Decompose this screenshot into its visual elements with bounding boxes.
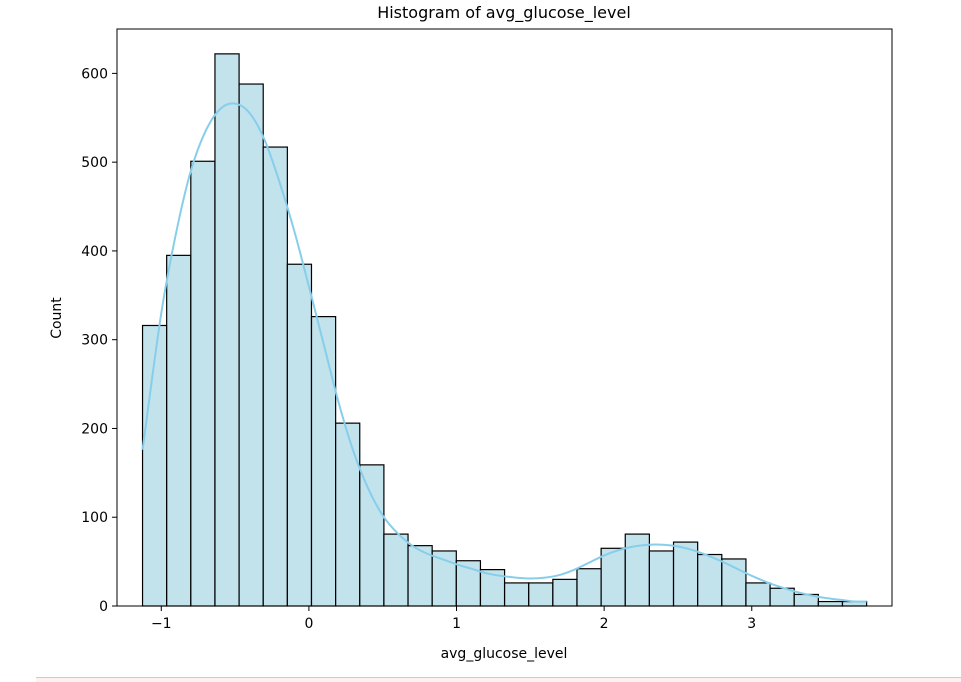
y-axis-ticks: 0 100 200 300 400 500 600 [81, 66, 117, 615]
histogram-bar [383, 533, 409, 607]
histogram-bar [745, 582, 771, 607]
x-tick-label: 1 [452, 616, 461, 632]
plot-frame [116, 28, 893, 607]
y-tick-label: 100 [81, 510, 108, 526]
histogram-bar [817, 600, 844, 607]
histogram-bar [576, 568, 602, 607]
y-tick-label: 600 [81, 66, 108, 82]
kde-curve [141, 102, 867, 603]
histogram-bar [286, 263, 313, 607]
y-tick-label: 500 [81, 155, 108, 171]
chart-title: Histogram of avg_glucose_level [377, 3, 631, 23]
x-axis-ticks: −1 0 1 2 3 [151, 606, 756, 632]
histogram-bar [141, 324, 168, 607]
histogram-bar [721, 558, 747, 607]
x-tick-label: 0 [304, 616, 313, 632]
histogram-bar [310, 316, 337, 607]
x-tick-label: −1 [151, 616, 172, 632]
y-tick-label: 300 [81, 333, 108, 349]
y-tick-label: 0 [99, 599, 108, 615]
histogram-bar [166, 254, 192, 607]
x-tick-label: 2 [600, 616, 609, 632]
histogram-bar [503, 582, 530, 607]
histogram-bar [697, 553, 723, 607]
histogram-bar [600, 547, 626, 607]
y-tick-label: 200 [81, 421, 108, 437]
x-tick-label: 3 [747, 616, 756, 632]
histogram-bar [672, 541, 699, 607]
histogram-bar [190, 160, 216, 607]
x-axis-label: avg_glucose_level [441, 646, 568, 662]
y-tick-label: 400 [81, 244, 108, 260]
histogram-bar [648, 550, 675, 607]
y-axis-label: Count [49, 297, 65, 339]
histogram-bar [407, 545, 433, 607]
footer-band [36, 677, 961, 682]
bars-layer [141, 53, 868, 607]
histogram-bar [528, 582, 554, 607]
histogram-bar [214, 53, 240, 607]
histogram-bar [335, 422, 361, 607]
histogram-bar [552, 578, 578, 607]
histogram-bar [359, 464, 385, 607]
histogram-bar [238, 83, 264, 607]
histogram-bar [262, 146, 288, 607]
